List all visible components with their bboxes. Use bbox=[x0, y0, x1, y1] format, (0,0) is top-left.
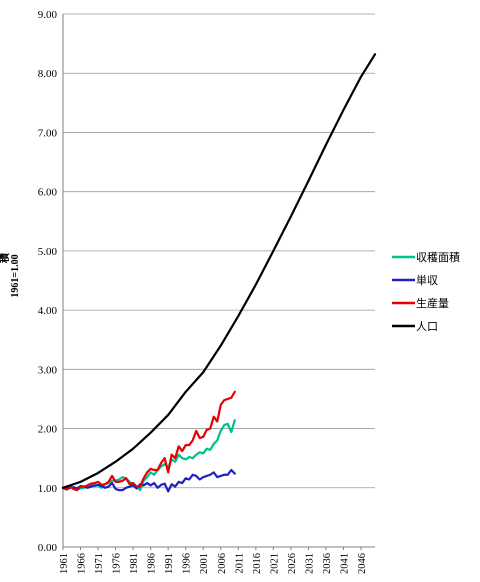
legend-label: 人口 bbox=[416, 320, 438, 333]
legend-label: 単収 bbox=[416, 273, 438, 287]
x-tick-label: 2006 bbox=[217, 553, 228, 574]
x-tick-label: 1976 bbox=[112, 553, 123, 574]
y-tick-label: 0.00 bbox=[38, 542, 58, 554]
y-axis-title: 1961=1.00 bbox=[10, 254, 21, 297]
series-line bbox=[61, 419, 236, 492]
y-axis-title-partial: 積 bbox=[0, 252, 11, 264]
y-tick-labels: 0.00 1.00 2.00 3.00 4.00 5.00 6.00 7.00 8.00 9.00 bbox=[38, 9, 58, 554]
series-lines bbox=[61, 53, 377, 493]
x-tick-label: 1971 bbox=[94, 553, 105, 574]
gridlines bbox=[63, 13, 375, 548]
x-tick-label: 2026 bbox=[287, 553, 298, 574]
x-tick-label: 1986 bbox=[147, 553, 158, 574]
x-tick-label: 2016 bbox=[252, 553, 263, 574]
series-line bbox=[61, 53, 377, 489]
y-tick-label: 5.00 bbox=[38, 246, 58, 258]
y-tick-label: 6.00 bbox=[38, 187, 58, 199]
x-tick-label: 2036 bbox=[322, 553, 333, 574]
x-tick-label: 1961 bbox=[59, 553, 70, 574]
y-tick-label: 3.00 bbox=[38, 364, 58, 376]
series-line bbox=[61, 390, 236, 492]
x-tick-label: 1966 bbox=[77, 553, 88, 574]
x-tick-labels: 1961 1966 1971 1976 1981 1986 1991 1996 2001 2006… bbox=[59, 553, 368, 574]
x-tick-label: 2011 bbox=[234, 553, 245, 574]
legend-label: 生産量 bbox=[416, 296, 449, 310]
y-tick-label: 9.00 bbox=[38, 9, 58, 21]
axes bbox=[62, 14, 375, 550]
x-tick-label: 2041 bbox=[339, 553, 350, 574]
x-tick-label: 2031 bbox=[304, 553, 315, 574]
y-tick-label: 7.00 bbox=[38, 127, 58, 139]
y-tick-label: 1.00 bbox=[38, 483, 58, 495]
y-tick-label: 4.00 bbox=[38, 305, 58, 317]
x-tick-label: 1991 bbox=[164, 553, 175, 574]
x-tick-label: 2021 bbox=[269, 553, 280, 574]
y-tick-label: 2.00 bbox=[38, 424, 58, 436]
series-line bbox=[61, 468, 236, 493]
legend-label: 収穫面積 bbox=[416, 250, 460, 264]
x-tick-label: 2001 bbox=[199, 553, 210, 574]
y-tick-label: 8.00 bbox=[38, 68, 58, 80]
x-tick-label: 2046 bbox=[357, 553, 368, 574]
x-tick-label: 1981 bbox=[129, 553, 140, 574]
x-tick-label: 1996 bbox=[182, 553, 193, 574]
